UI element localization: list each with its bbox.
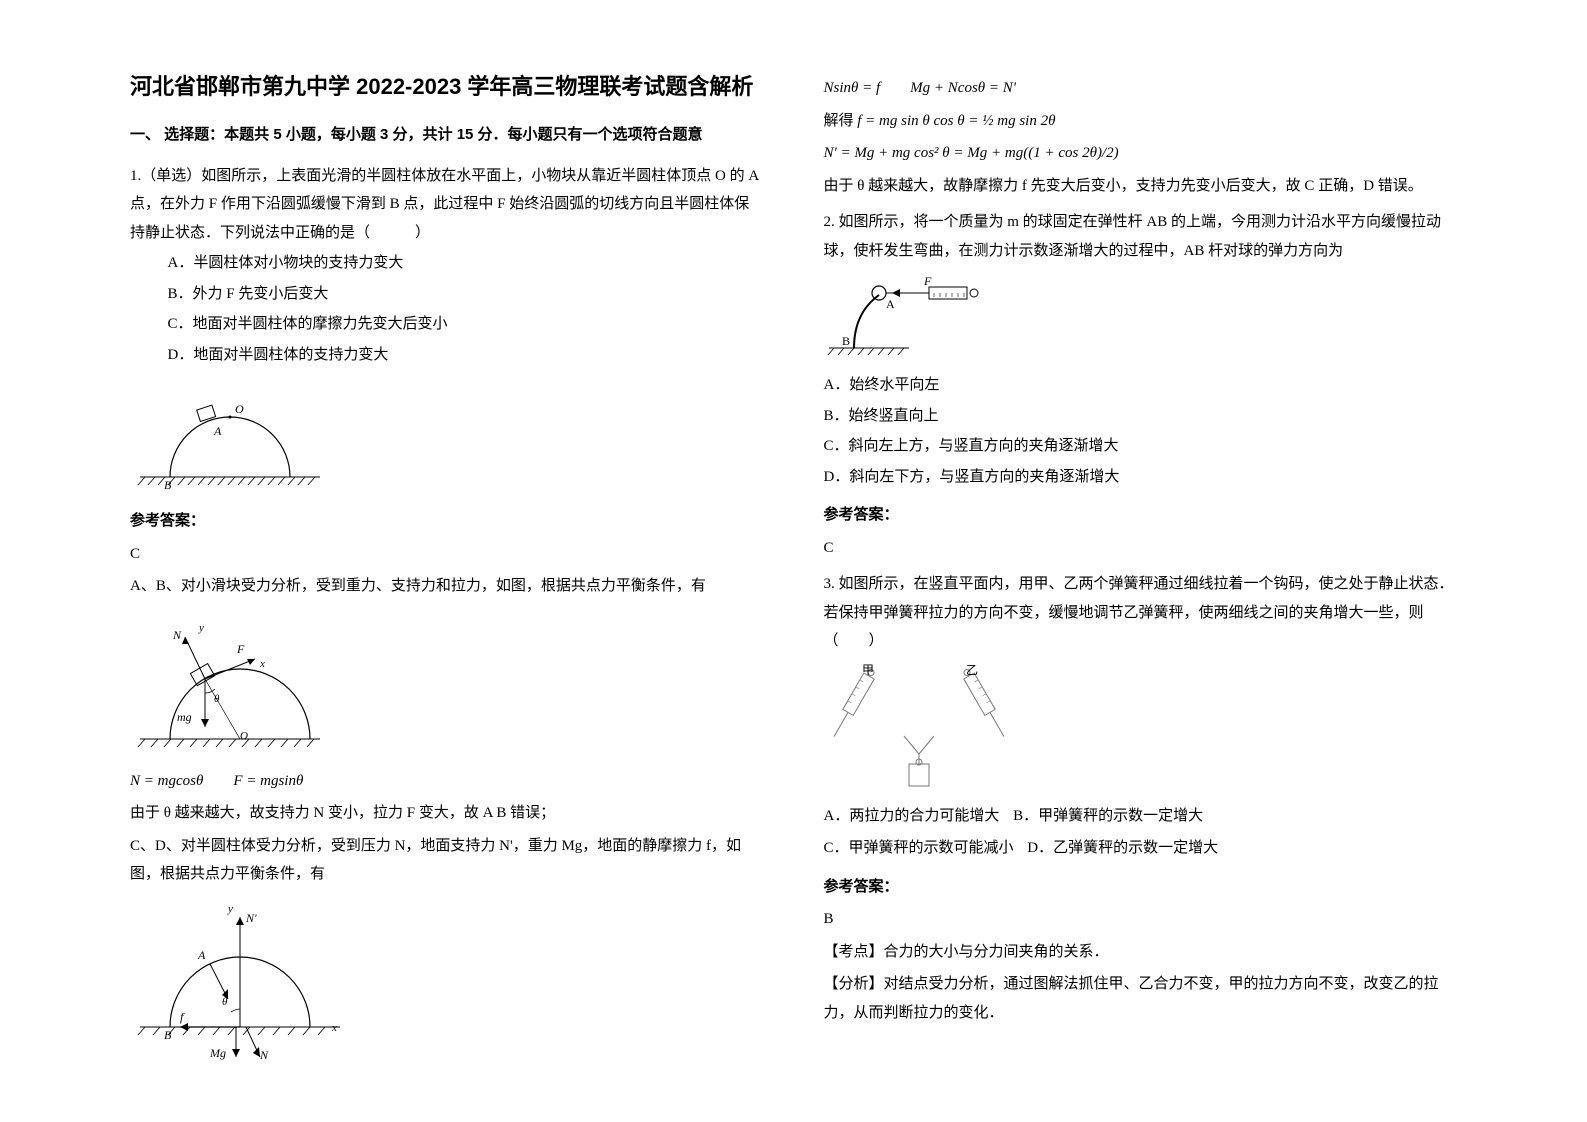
q1-eq2: Nsinθ = f Mg + Ncosθ = N' — [824, 74, 1458, 103]
q3-opt-a: A．两拉力的合力可能增大 — [824, 802, 1000, 831]
svg-text:N': N' — [245, 911, 257, 925]
q1-answer: C — [130, 540, 764, 569]
force-diagram-1: N y F x mg θ O — [130, 609, 330, 759]
svg-text:N: N — [259, 1048, 269, 1062]
svg-text:f: f — [180, 1010, 185, 1024]
exam-title: 河北省邯郸市第九中学 2022-2023 学年高三物理联考试题含解析 — [130, 70, 764, 103]
q2-opt-d: D．斜向左下方，与竖直方向的夹角逐渐增大 — [824, 463, 1458, 492]
q3-kaodian: 【考点】合力的大小与分力间夹角的关系． — [824, 938, 1458, 967]
q1-opt-a: A．半圆柱体对小物块的支持力变大 — [168, 249, 764, 278]
q3-answer: B — [824, 905, 1458, 934]
svg-text:mg: mg — [177, 710, 192, 724]
q1-force-fig2: x N' y A θ f Mg — [130, 897, 764, 1067]
svg-text:x: x — [331, 1022, 337, 1034]
q2-ans-label: 参考答案： — [824, 501, 1458, 530]
q2-figure: B A F — [824, 273, 1458, 363]
q1-exp2: 由于 θ 越来越大，故支持力 N 变小，拉力 F 变大，故 A B 错误； — [130, 799, 764, 828]
svg-text:F: F — [236, 642, 245, 656]
q3-opt-b: B．甲弹簧秤的示数一定增大 — [1013, 802, 1203, 831]
q1-stem: 1.（单选）如图所示，上表面光滑的半圆柱体放在水平面上，小物块从靠近半圆柱体顶点… — [130, 162, 764, 248]
svg-text:乙: 乙 — [966, 664, 978, 677]
svg-text:B: B — [164, 1028, 172, 1042]
q3-opts-line1: A．两拉力的合力可能增大 B．甲弹簧秤的示数一定增大 — [824, 802, 1458, 831]
q1-eq3-line: 解得 f = mg sin θ cos θ = ½ mg sin 2θ — [824, 107, 1458, 136]
q1-ans-label: 参考答案： — [130, 507, 764, 536]
semicircle-diagram: O A B — [130, 377, 330, 497]
svg-text:y: y — [227, 903, 233, 915]
q1-opt-b: B．外力 F 先变小后变大 — [168, 280, 764, 309]
svg-text:甲: 甲 — [862, 664, 874, 677]
q1-opt-c: C．地面对半圆柱体的摩擦力先变大后变小 — [168, 310, 764, 339]
section-1-head: 一、 选择题：本题共 5 小题，每小题 3 分，共计 15 分．每小题只有一个选… — [130, 121, 764, 150]
left-column: 河北省邯郸市第九中学 2022-2023 学年高三物理联考试题含解析 一、 选择… — [100, 70, 794, 1082]
q3-ans-label: 参考答案： — [824, 873, 1458, 902]
q1-force-fig1: N y F x mg θ O — [130, 609, 764, 759]
svg-text:x: x — [259, 658, 265, 670]
q3-fenxi: 【分析】对结点受力分析，通过图解法抓住甲、乙合力不变，甲的拉力方向不变，改变乙的… — [824, 970, 1458, 1027]
svg-text:Mg: Mg — [209, 1046, 226, 1060]
q3-opts-line2: C．甲弹簧秤的示数可能减小 D．乙弹簧秤的示数一定增大 — [824, 834, 1458, 863]
q1-eq3: f = mg sin θ cos θ = ½ mg sin 2θ — [857, 113, 1055, 129]
q2-opt-c: C．斜向左上方，与竖直方向的夹角逐渐增大 — [824, 432, 1458, 461]
q2-opt-a: A．始终水平向左 — [824, 371, 1458, 400]
q2-answer: C — [824, 534, 1458, 563]
svg-text:F: F — [923, 274, 932, 288]
q1-eq4: N' = Mg + mg cos² θ = Mg + mg((1 + cos 2… — [824, 139, 1458, 168]
q3-stem: 3. 如图所示，在竖直平面内，用甲、乙两个弹簧秤通过细线拉着一个钩码，使之处于静… — [824, 570, 1458, 656]
q3-opt-c: C．甲弹簧秤的示数可能减小 — [824, 834, 1014, 863]
q1-exp4: 由于 θ 越来越大，故静摩擦力 f 先变大后变小，支持力先变小后变大，故 C 正… — [824, 172, 1458, 201]
right-column: Nsinθ = f Mg + Ncosθ = N' 解得 f = mg sin … — [794, 70, 1488, 1082]
force-diagram-2: x N' y A θ f Mg — [130, 897, 350, 1067]
q1-options: A．半圆柱体对小物块的支持力变大 B．外力 F 先变小后变大 C．地面对半圆柱体… — [168, 249, 764, 369]
svg-text:A: A — [213, 424, 222, 438]
svg-text:O: O — [240, 730, 248, 742]
svg-text:θ: θ — [222, 996, 228, 1008]
q1-eq3-pre: 解得 — [824, 113, 854, 129]
svg-text:A: A — [886, 297, 895, 311]
q3-figure: 甲 乙 — [824, 664, 1458, 794]
q2-stem: 2. 如图所示，将一个质量为 m 的球固定在弹性杆 AB 的上端，今用测力计沿水… — [824, 208, 1458, 265]
elastic-rod-diagram: B A F — [824, 273, 1004, 363]
q3-opt-d: D．乙弹簧秤的示数一定增大 — [1027, 834, 1218, 863]
svg-text:B: B — [842, 334, 850, 348]
q1-exp3: C、D、对半圆柱体受力分析，受到压力 N，地面支持力 N'，重力 Mg，地面的静… — [130, 832, 764, 889]
q1-eq1: N = mgcosθ F = mgsinθ — [130, 767, 764, 796]
svg-text:y: y — [198, 622, 204, 634]
spring-scales-diagram: 甲 乙 — [824, 664, 1024, 794]
q1-figure: O A B — [130, 377, 764, 497]
svg-text:O: O — [235, 402, 244, 416]
q1-exp1: A、B、对小滑块受力分析，受到重力、支持力和拉力，如图，根据共点力平衡条件，有 — [130, 572, 764, 601]
svg-text:B: B — [164, 478, 172, 492]
q1-opt-d: D．地面对半圆柱体的支持力变大 — [168, 341, 764, 370]
svg-text:A: A — [197, 948, 206, 962]
svg-text:N: N — [172, 628, 182, 642]
q2-opt-b: B．始终竖直向上 — [824, 402, 1458, 431]
